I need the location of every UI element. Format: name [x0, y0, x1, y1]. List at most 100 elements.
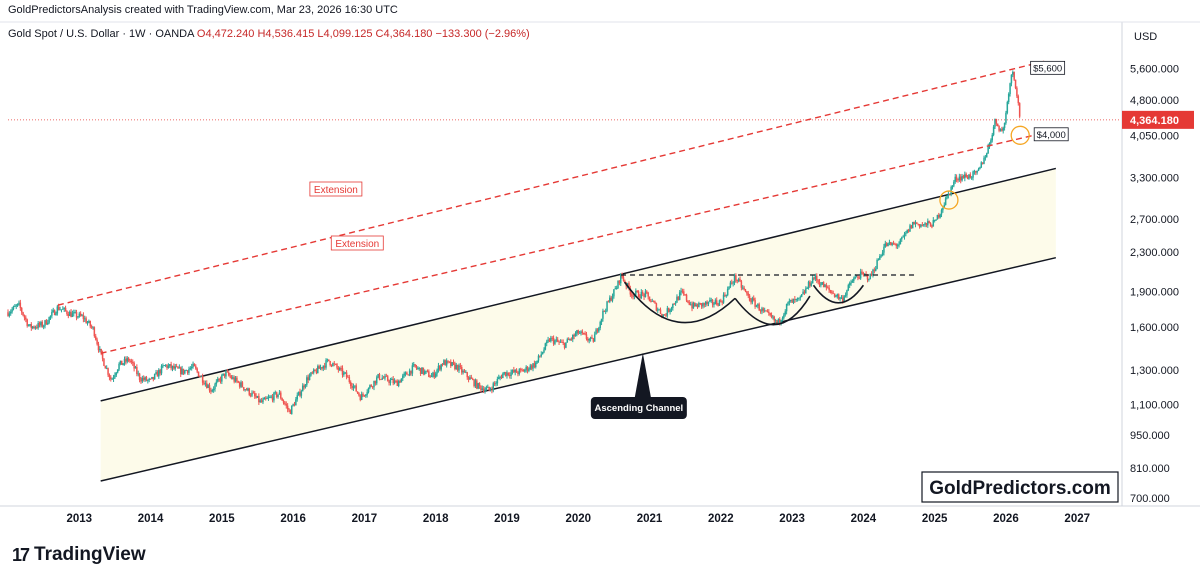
candle-body	[459, 365, 462, 368]
candle-body	[883, 246, 885, 253]
candle-body	[219, 379, 222, 382]
candle-body	[437, 365, 440, 370]
candle-body	[854, 276, 856, 279]
symbol-name[interactable]: Gold Spot / U.S. Dollar · 1W · OANDA	[8, 28, 194, 40]
candle-body	[743, 287, 745, 290]
candle-body	[758, 304, 760, 311]
price-tick-label: 1,600.000	[1130, 322, 1179, 334]
candle-body	[987, 146, 989, 154]
candle-body	[7, 312, 9, 316]
candle-body	[536, 360, 538, 363]
candle-body	[408, 370, 411, 376]
candle-body	[375, 377, 378, 384]
candle-body	[465, 372, 467, 374]
candle-body	[598, 328, 600, 332]
candle-body	[789, 299, 792, 301]
candle-body	[296, 395, 298, 400]
candle-body	[710, 299, 712, 301]
candle-body	[151, 376, 153, 379]
candle-body	[515, 369, 518, 373]
candle-body	[984, 157, 987, 159]
candle-body	[861, 271, 863, 274]
candle-body	[584, 333, 586, 335]
candle-body	[477, 383, 479, 389]
tradingview-logo[interactable]: 17 TradingView	[12, 544, 146, 566]
candle-body	[360, 394, 363, 400]
candle-body	[529, 365, 532, 370]
candle-body	[706, 301, 708, 304]
candle-body	[654, 301, 656, 304]
candle-body	[851, 281, 854, 283]
candle-body	[237, 381, 240, 383]
candle-body	[116, 369, 119, 373]
candle-body	[391, 378, 393, 380]
candle-body	[807, 281, 810, 288]
candle-body	[800, 294, 803, 297]
candle-body	[853, 278, 855, 282]
candle-body	[965, 174, 967, 177]
candle-body	[392, 378, 394, 384]
candle-body	[441, 364, 444, 366]
candle-body	[388, 380, 390, 384]
candle-body	[301, 385, 304, 392]
candle-body	[149, 378, 152, 380]
candle-body	[563, 342, 566, 348]
candle-body	[672, 303, 674, 309]
candle-body	[133, 362, 135, 369]
candle-body	[174, 366, 176, 369]
candle-body	[928, 221, 930, 224]
candle-body	[910, 225, 913, 229]
time-tick-label: 2014	[138, 513, 164, 525]
candle-body	[31, 326, 34, 328]
highlight-circle	[1010, 125, 1030, 145]
candle-body	[754, 300, 756, 307]
candle-body	[578, 333, 581, 334]
candle-body	[718, 300, 721, 306]
candle-body	[635, 290, 637, 295]
candle-body	[614, 288, 617, 290]
candle-body	[365, 394, 367, 396]
candle-body	[34, 327, 37, 329]
candle-body	[607, 301, 610, 303]
candle-body	[266, 398, 268, 400]
candle-body	[130, 360, 133, 362]
candle-body	[454, 363, 456, 370]
candle-body	[970, 177, 973, 179]
candle-body	[537, 355, 540, 361]
candle-body	[611, 296, 614, 301]
candle-body	[707, 301, 710, 304]
candle-body	[282, 400, 285, 403]
candle-body	[199, 376, 201, 378]
candle-body	[14, 306, 16, 308]
candle-body	[964, 174, 966, 179]
candle-body	[345, 372, 348, 377]
candle-body	[566, 339, 569, 343]
candle-body	[57, 306, 60, 310]
candle-body	[123, 358, 126, 364]
candle-body	[545, 341, 548, 344]
candle-body	[711, 299, 714, 305]
candle-body	[29, 324, 31, 326]
candle-body	[196, 368, 198, 372]
candle-body	[119, 360, 122, 365]
candle-body	[269, 396, 271, 398]
candle-body	[55, 313, 57, 316]
candle-body	[140, 379, 142, 382]
callout-box	[590, 397, 687, 419]
candle-body	[111, 378, 113, 380]
candle-body	[295, 399, 297, 406]
high-value: H4,536.415	[257, 28, 315, 40]
candle-body	[958, 176, 961, 181]
candle-body	[868, 279, 870, 281]
candle-body	[535, 362, 537, 368]
time-tick-label: 2026	[993, 513, 1019, 525]
candle-body	[709, 300, 711, 302]
candle-body	[277, 394, 279, 397]
candle-body	[898, 244, 900, 246]
candle-body	[1003, 122, 1006, 128]
candle-body	[400, 378, 403, 383]
change-value: −133.300 (−2.96%)	[435, 28, 530, 40]
candle-body	[433, 372, 436, 378]
candle-body	[999, 129, 1002, 131]
